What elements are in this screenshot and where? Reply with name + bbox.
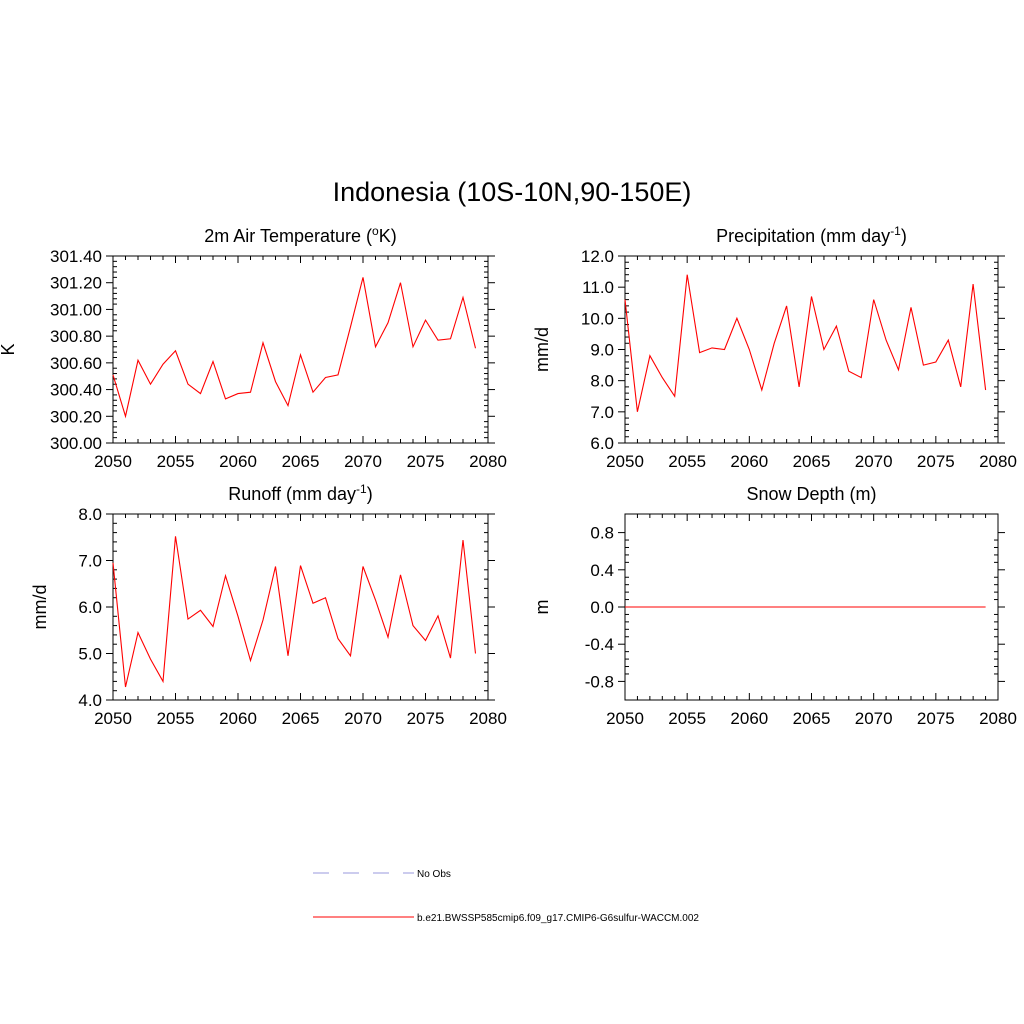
- panel-snow: 2050 2055 2060 2065 2070 2075 2080 -0.8 -0.4 0.0 0…: [532, 484, 1017, 728]
- panel-precipitation: 2050 2055 2060 2065 2070 2075 2080 6.0 7.0 8.0 9.0…: [532, 224, 1017, 471]
- x-tick-label: 2065: [282, 452, 320, 471]
- legend-item: No Obs: [313, 869, 451, 880]
- x-ticks: [624, 514, 999, 700]
- x-tick-label: 2055: [668, 709, 706, 728]
- panel-title: Runoff (mm day-1): [228, 482, 372, 504]
- x-ticks: [112, 514, 489, 700]
- y-tick-label: 7.0: [590, 403, 614, 422]
- x-tick-label: 2055: [157, 452, 195, 471]
- x-tick-label: 2080: [469, 709, 507, 728]
- panel-temperature: 2050 2055 2060 2065 2070 2075 2080 300.00 300.20…: [0, 224, 507, 471]
- series-line-temperature: [112, 277, 477, 419]
- figure-title: Indonesia (10S-10N,90-150E): [333, 177, 692, 207]
- x-tick-label: 2080: [469, 452, 507, 471]
- panel-runoff: 2050 2055 2060 2065 2070 2075 2080 4.0 5.0 6.0 7.0…: [30, 482, 507, 728]
- panel-title: Snow Depth (m): [746, 484, 876, 504]
- y-tick-label: 8.0: [78, 505, 102, 524]
- y-ticks: [618, 532, 1005, 682]
- x-ticks: [112, 256, 489, 443]
- y-tick-label: 11.0: [582, 278, 614, 297]
- x-tick-label: 2080: [979, 452, 1017, 471]
- x-tick-label: 2050: [606, 709, 644, 728]
- y-tick-label: -0.4: [585, 635, 614, 654]
- y-tick-label: -0.8: [585, 672, 614, 691]
- y-tick-label: 300.20: [50, 407, 102, 426]
- x-tick-label: 2070: [344, 452, 382, 471]
- y-tick-label: 9.0: [590, 341, 614, 360]
- y-axis-label: m: [532, 600, 552, 615]
- x-tick-label: 2060: [730, 452, 768, 471]
- y-ticks: [106, 513, 495, 701]
- y-tick-label: 6.0: [78, 598, 102, 617]
- y-tick-label: 7.0: [78, 552, 102, 571]
- x-tick-label: 2060: [219, 709, 257, 728]
- panels-group: 2050 2055 2060 2065 2070 2075 2080 300.00 300.20…: [0, 224, 1017, 728]
- y-tick-label: 301.40: [50, 247, 102, 266]
- panel-title: Precipitation (mm day-1): [716, 224, 907, 246]
- x-tick-label: 2055: [668, 452, 706, 471]
- plot-frame: [624, 255, 999, 444]
- y-axis-label: mm/d: [532, 327, 552, 372]
- x-tick-label: 2050: [606, 452, 644, 471]
- legend-label: b.e21.BWSSP585cmip6.f09_g17.CMIP6-G6sulf…: [417, 913, 699, 924]
- y-tick-label: 301.20: [50, 274, 102, 293]
- panel-title: 2m Air Temperature (oK): [204, 224, 396, 246]
- x-tick-label: 2070: [855, 709, 893, 728]
- series-line-runoff: [112, 536, 477, 688]
- x-tick-label: 2050: [94, 709, 132, 728]
- y-tick-label: 0.4: [590, 561, 614, 580]
- y-tick-label: 0.8: [590, 524, 614, 543]
- legend-label: No Obs: [417, 869, 451, 880]
- y-axis-label: K: [0, 343, 18, 355]
- y-ticks: [618, 255, 1005, 444]
- y-tick-label: 300.60: [50, 354, 102, 373]
- y-tick-label: 300.40: [50, 381, 102, 400]
- legend: No Obs b.e21.BWSSP585cmip6.f09_g17.CMIP6-…: [313, 869, 699, 924]
- y-tick-label: 8.0: [590, 372, 614, 391]
- y-tick-label: 300.80: [50, 327, 102, 346]
- y-tick-label: 5.0: [78, 645, 102, 664]
- plot-frame: [112, 255, 489, 444]
- x-tick-label: 2080: [979, 709, 1017, 728]
- y-tick-label: 4.0: [78, 691, 102, 710]
- x-tick-label: 2050: [94, 452, 132, 471]
- y-tick-label: 12.0: [581, 247, 614, 266]
- y-axis-label: mm/d: [30, 585, 50, 630]
- y-tick-label: 300.00: [50, 434, 102, 453]
- x-tick-label: 2070: [855, 452, 893, 471]
- y-ticks: [106, 255, 495, 444]
- y-tick-label: 10.0: [581, 309, 614, 328]
- x-ticks: [624, 256, 999, 443]
- x-tick-label: 2070: [344, 709, 382, 728]
- y-tick-label: 6.0: [590, 434, 614, 453]
- x-tick-label: 2055: [157, 709, 195, 728]
- legend-item: b.e21.BWSSP585cmip6.f09_g17.CMIP6-G6sulf…: [313, 913, 699, 924]
- x-tick-label: 2075: [407, 452, 445, 471]
- y-tick-label: 301.00: [50, 300, 102, 319]
- x-tick-label: 2060: [730, 709, 768, 728]
- y-tick-label: 0.0: [590, 598, 614, 617]
- x-tick-label: 2075: [917, 452, 955, 471]
- x-tick-label: 2060: [219, 452, 257, 471]
- x-tick-label: 2075: [917, 709, 955, 728]
- x-tick-label: 2075: [407, 709, 445, 728]
- x-tick-label: 2065: [793, 709, 831, 728]
- series-line-precipitation: [624, 274, 987, 412]
- x-tick-label: 2065: [282, 709, 320, 728]
- x-tick-label: 2065: [793, 452, 831, 471]
